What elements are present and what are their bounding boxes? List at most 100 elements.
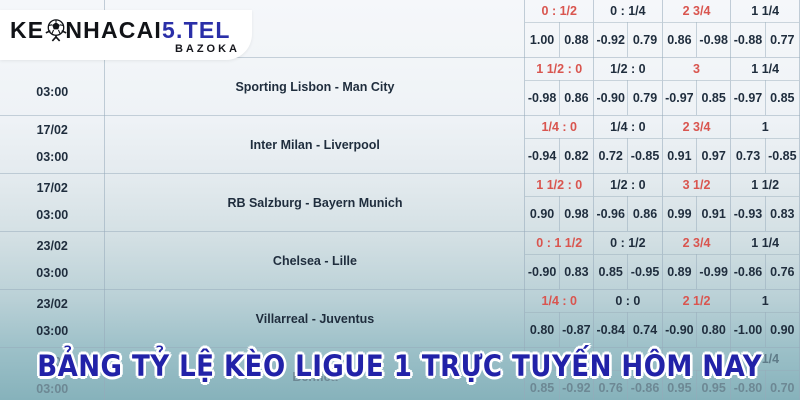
odds-value[interactable]: -0.97 — [662, 80, 698, 115]
handicap-line[interactable]: 3 1/2 — [662, 174, 731, 197]
handicap-line[interactable]: 0 : 1/4 — [594, 0, 662, 23]
odds-value[interactable]: 0.82 — [564, 149, 589, 163]
handicap-line[interactable]: 1 1/4 — [731, 348, 799, 371]
odds-value[interactable]: -1.00 — [731, 312, 766, 347]
odds-value[interactable]: 0.91 — [701, 207, 726, 221]
odds-value[interactable]: 0.86 — [564, 91, 589, 105]
odds-value[interactable]: 0.70 — [770, 381, 795, 395]
odds-value[interactable]: -0.98 — [699, 33, 728, 47]
odds-value[interactable]: 0.95 — [701, 380, 726, 395]
odds-value[interactable]: 0.86 — [632, 207, 658, 221]
odds-value[interactable]: -0.86 — [731, 254, 766, 289]
odds-value[interactable]: -0.98 — [525, 80, 560, 115]
odds-value[interactable]: 0.85 — [770, 91, 795, 105]
odds-value[interactable]: -0.85 — [630, 149, 660, 163]
odds-value[interactable]: 0.77 — [770, 33, 795, 47]
odds-value[interactable]: -0.86 — [630, 380, 660, 395]
match-teams[interactable]: RB Salzburg - Bayern Munich — [104, 173, 526, 232]
odds-value[interactable]: -0.92 — [562, 380, 591, 395]
odds-value[interactable]: 0.83 — [564, 265, 589, 279]
handicap-line[interactable] — [594, 348, 662, 371]
table-row[interactable]: 23/02 03:00 Chelsea - Lille 0 : 1 1/2 -0.90 0… — [0, 231, 800, 290]
odds-value[interactable]: 0.76 — [594, 370, 629, 400]
handicap-line[interactable]: 3 — [662, 58, 731, 81]
handicap-line[interactable]: 2 3/4 — [662, 232, 731, 255]
odds-value[interactable]: -0.88 — [731, 22, 766, 57]
handicap-line[interactable] — [525, 348, 594, 371]
odds-value[interactable]: 0.79 — [632, 91, 658, 105]
odds-value[interactable]: 0.72 — [594, 138, 629, 173]
handicap-line[interactable]: 1 1/2 : 0 — [525, 58, 594, 81]
handicap-line[interactable]: 1/4 : 0 — [525, 290, 594, 313]
odds-value[interactable]: -0.96 — [594, 196, 629, 231]
handicap-line[interactable] — [662, 348, 731, 371]
table-row[interactable]: 24/02 03:00 Benfica 0.85 -0.92 0.76 -0.86 0.95 0… — [0, 347, 800, 400]
match-teams[interactable]: Sporting Lisbon - Man City — [104, 57, 526, 116]
odds-value[interactable]: 0.80 — [525, 312, 560, 347]
handicap-line[interactable]: 0 : 1/2 — [525, 0, 594, 23]
handicap-line[interactable]: 1 1/2 : 0 — [525, 174, 594, 197]
odds-value[interactable]: -0.84 — [594, 312, 629, 347]
odds-value[interactable]: -0.90 — [594, 80, 629, 115]
odds-value[interactable]: -0.94 — [525, 138, 560, 173]
odds-value[interactable]: -0.80 — [731, 370, 766, 400]
odds-value[interactable]: 0.83 — [770, 207, 795, 221]
match-teams[interactable]: Inter Milan - Liverpool — [104, 115, 526, 174]
handicap-line[interactable]: 1/4 : 0 — [594, 116, 662, 139]
handicap-line[interactable]: 0 : 0 — [594, 290, 662, 313]
odds-group: 0 : 1/4 -0.92 0.79 — [593, 0, 663, 58]
odds-value[interactable]: 0.90 — [525, 196, 560, 231]
odds-value[interactable]: 1.00 — [525, 22, 560, 57]
handicap-line[interactable]: 1 1/4 — [731, 232, 799, 255]
odds-value[interactable]: 0.73 — [731, 138, 766, 173]
odds-value[interactable]: 0.97 — [701, 149, 726, 163]
handicap-line[interactable]: 0 : 1/2 — [594, 232, 662, 255]
match-teams[interactable]: Villarreal - Juventus — [104, 289, 526, 348]
odds-value[interactable]: -0.95 — [630, 265, 660, 279]
odds-value[interactable]: 0.85 — [594, 254, 629, 289]
handicap-line[interactable]: 1/2 : 0 — [594, 174, 662, 197]
table-row[interactable]: 23/02 03:00 Villarreal - Juventus 1/4 : 0 0.… — [0, 289, 800, 348]
odds-value[interactable]: 0.99 — [662, 196, 698, 231]
odds-value[interactable]: 0.95 — [662, 370, 698, 400]
odds-value[interactable]: 0.85 — [525, 370, 560, 400]
handicap-line[interactable]: 2 3/4 — [662, 116, 731, 139]
odds-value[interactable]: 0.90 — [770, 323, 795, 337]
handicap-line[interactable]: 1 — [731, 290, 799, 313]
odds-value[interactable]: -0.92 — [594, 22, 629, 57]
odds-value[interactable]: -0.87 — [562, 323, 591, 337]
handicap-line[interactable]: 1/4 : 0 — [525, 116, 594, 139]
table-row[interactable]: 17/02 03:00 Inter Milan - Liverpool 1/4 : 0… — [0, 115, 800, 174]
handicap-line[interactable]: 1/2 : 0 — [594, 58, 662, 81]
table-row[interactable]: 17/02 03:00 RB Salzburg - Bayern Munich 1 1… — [0, 173, 800, 232]
match-teams[interactable]: Chelsea - Lille — [104, 231, 526, 290]
odds-value[interactable]: -0.97 — [731, 80, 766, 115]
odds-group: 1/4 : 0 0.72 -0.85 — [593, 115, 663, 174]
handicap-line[interactable]: 1 1/4 — [731, 0, 799, 23]
handicap-line[interactable]: 1 1/2 — [731, 174, 799, 197]
odds-value[interactable]: -0.99 — [699, 265, 728, 279]
odds-value[interactable]: 0.98 — [564, 207, 589, 221]
odds-value[interactable]: 0.80 — [701, 323, 726, 337]
odds-value[interactable]: -0.93 — [731, 196, 766, 231]
odds-value[interactable]: 0.76 — [770, 265, 795, 279]
odds-value[interactable]: 0.86 — [662, 22, 698, 57]
odds-value[interactable]: 0.85 — [701, 91, 726, 105]
odds-value[interactable]: 0.89 — [662, 254, 698, 289]
odds-value[interactable]: 0.88 — [564, 33, 589, 47]
handicap-line[interactable]: 1 — [731, 116, 799, 139]
handicap-line[interactable]: 0 : 1 1/2 — [525, 232, 594, 255]
handicap-line[interactable]: 1 1/4 — [731, 58, 799, 81]
odds-value[interactable]: -0.90 — [662, 312, 698, 347]
odds-value[interactable]: -0.85 — [768, 149, 797, 163]
odds-value[interactable]: 0.91 — [662, 138, 698, 173]
match-teams[interactable]: Benfica — [104, 347, 526, 400]
table-row[interactable]: 03:00 Sporting Lisbon - Man City 1 1/2 : 0… — [0, 57, 800, 116]
site-logo[interactable]: KE NHACAI5.TEL BAZOKA — [0, 10, 252, 60]
handicap-line[interactable]: 2 1/2 — [662, 290, 731, 313]
odds-group: 1/2 : 0 -0.90 0.79 — [593, 57, 663, 116]
odds-value[interactable]: -0.90 — [525, 254, 560, 289]
odds-value[interactable]: 0.79 — [632, 33, 658, 47]
handicap-line[interactable]: 2 3/4 — [662, 0, 731, 23]
odds-value[interactable]: 0.74 — [632, 323, 658, 337]
